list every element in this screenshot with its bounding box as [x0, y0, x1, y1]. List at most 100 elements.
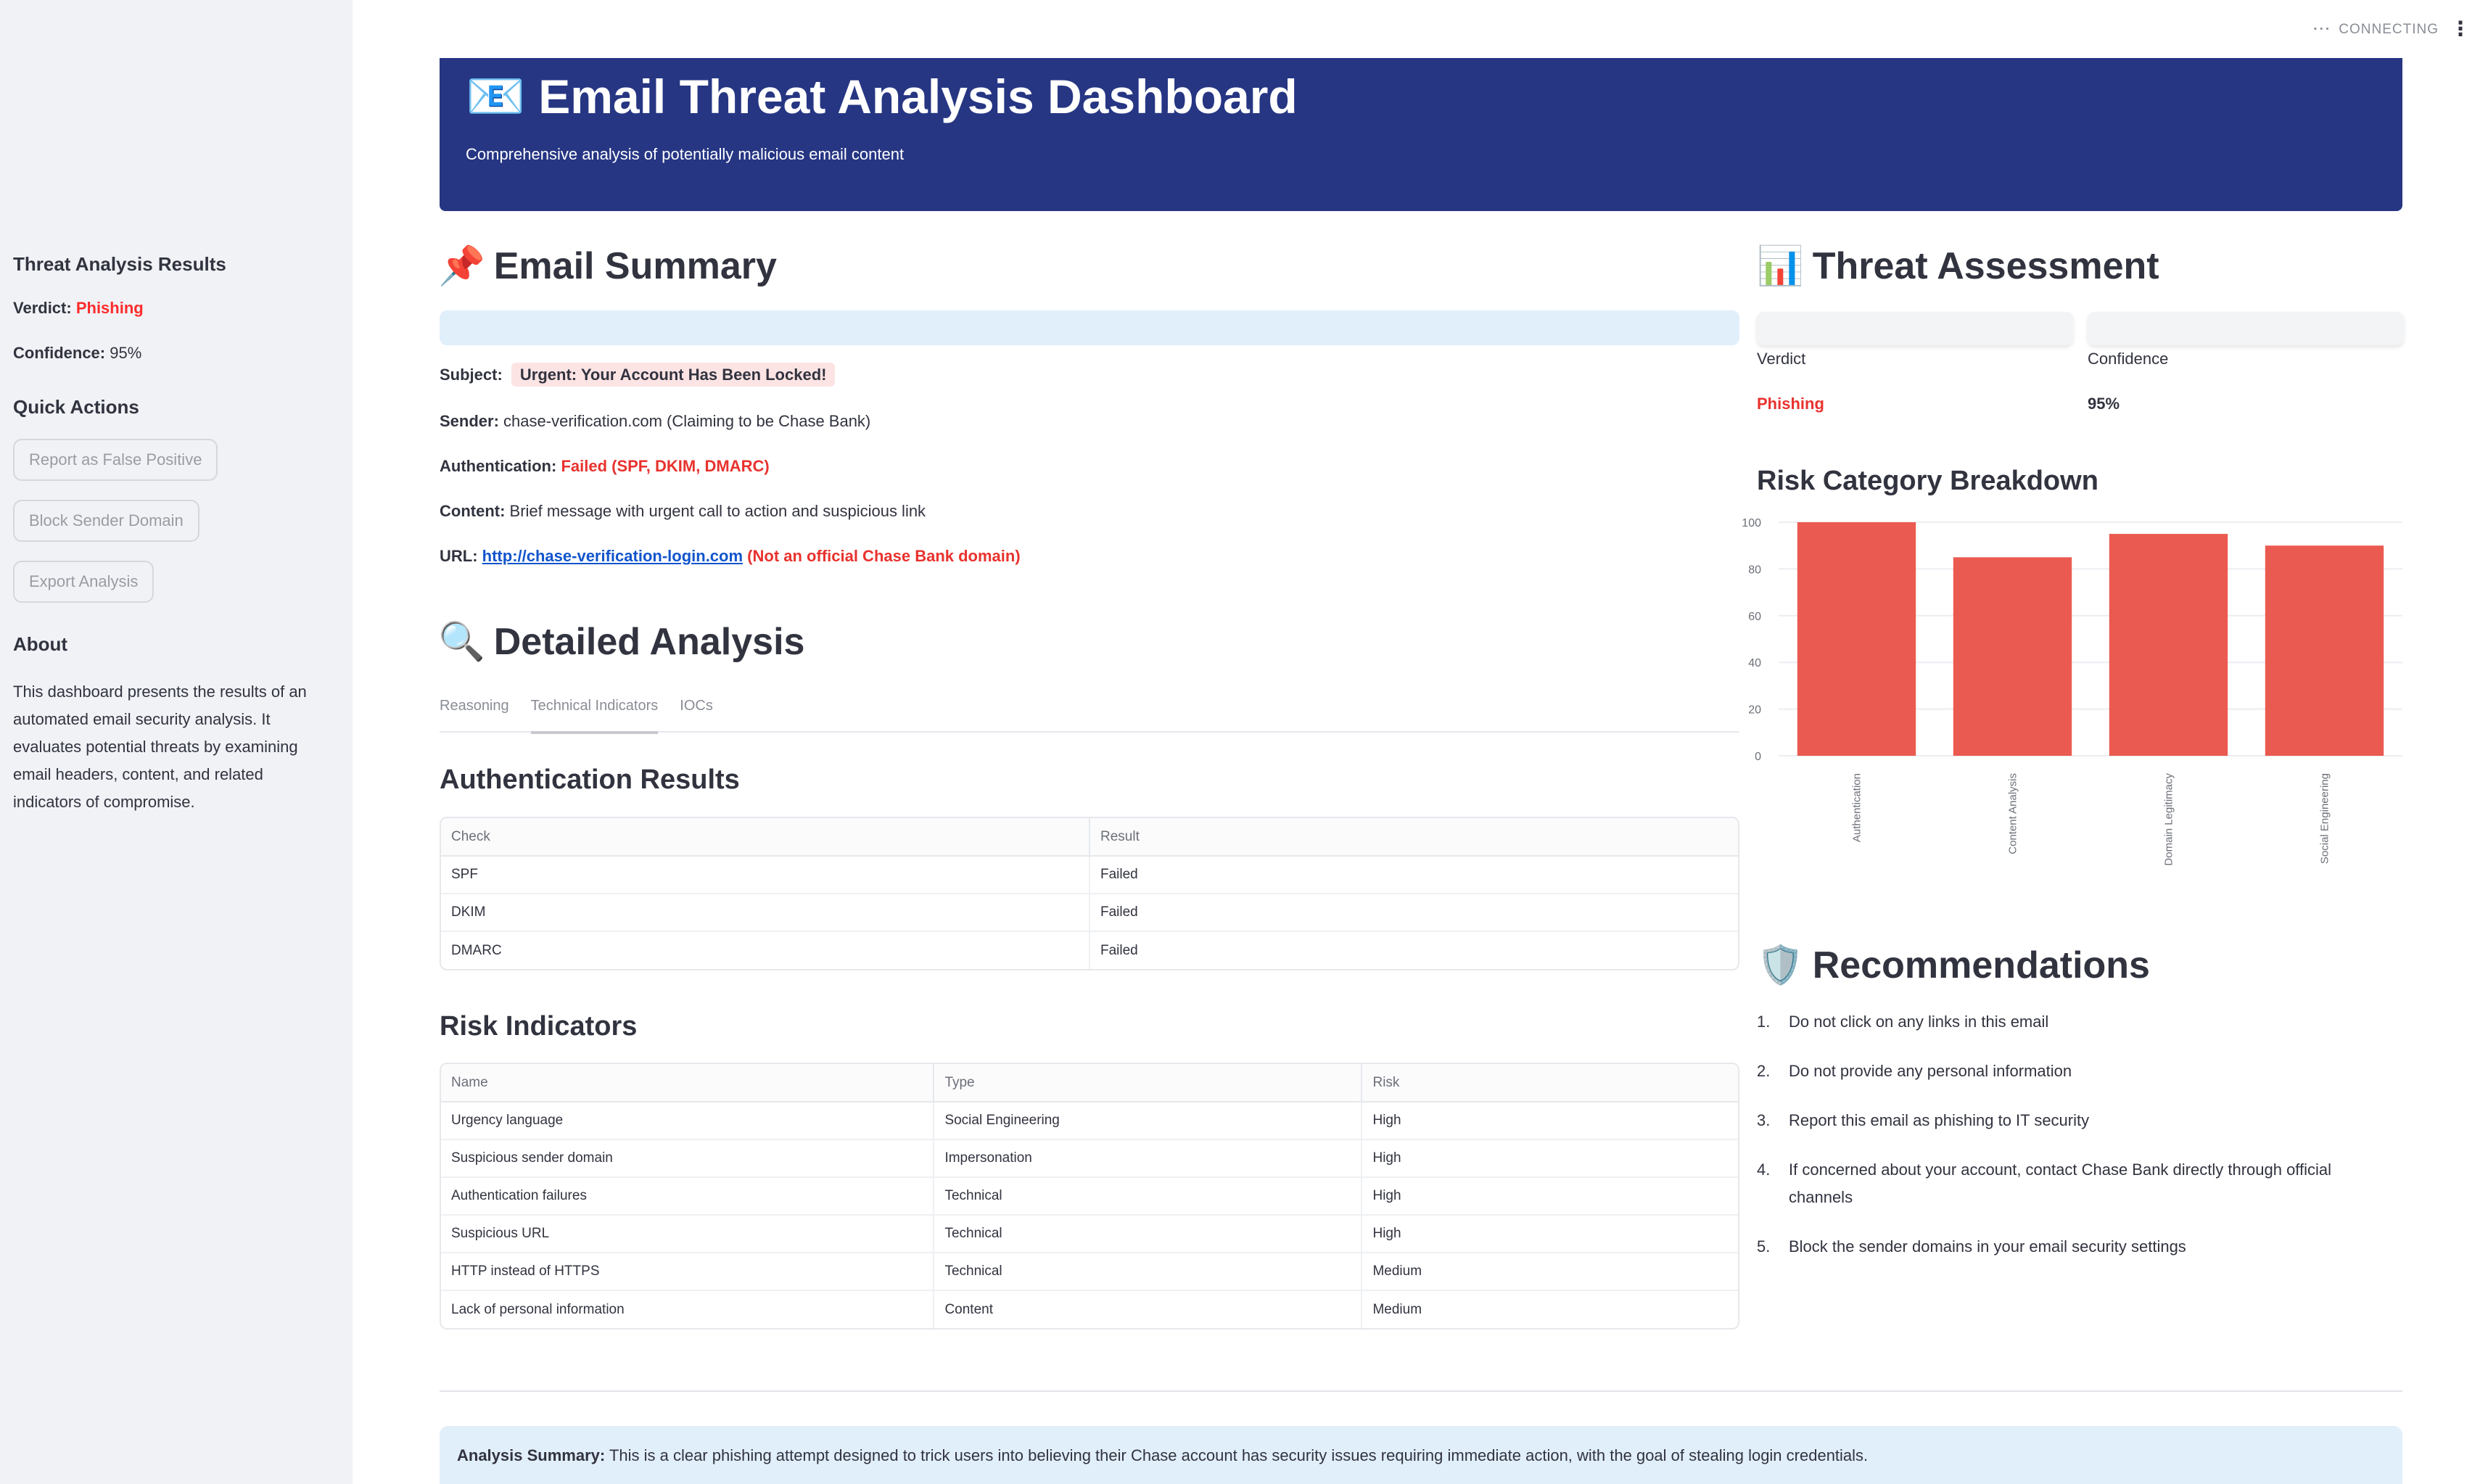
- risk-type-cell: Technical: [934, 1215, 1363, 1253]
- export-analysis-button[interactable]: Export Analysis: [13, 561, 155, 603]
- list-item: 5. Block the sender domains in your email…: [1757, 1233, 2395, 1261]
- chart-y-tick-label: 40: [1748, 657, 1761, 669]
- sidebar-verdict-label: Verdict:: [13, 299, 72, 317]
- subject-label: Subject:: [440, 366, 503, 384]
- threat-assessment-title: Threat Assessment: [1812, 244, 2159, 287]
- email-summary-title: Email Summary: [493, 244, 777, 287]
- recommendation-text: If concerned about your account, contact…: [1789, 1161, 2332, 1206]
- sidebar-actions-title: Quick Actions: [13, 396, 139, 418]
- connection-status: ··· CONNECTING: [2313, 22, 2439, 38]
- list-item: 1. Do not click on any links in this emai…: [1757, 1008, 2395, 1036]
- suspicious-url-link[interactable]: http://chase-verification-login.com: [482, 547, 743, 565]
- risk-level-cell: Medium: [1372, 1301, 1422, 1317]
- list-item: 2. Do not provide any personal informatio…: [1757, 1058, 2395, 1085]
- table-row: Suspicious URL Technical High: [441, 1215, 1738, 1253]
- auth-result-cell: Failed: [1089, 856, 1738, 894]
- recommendation-text: Do not provide any personal information: [1789, 1062, 2072, 1080]
- tab-reasoning[interactable]: Reasoning: [440, 698, 509, 714]
- detailed-analysis-heading: 🔍 Detailed Analysis: [438, 619, 804, 664]
- sidebar-verdict-value: Phishing: [75, 299, 144, 317]
- section-divider: [440, 1390, 2402, 1392]
- chart-y-tick-label: 0: [1755, 751, 1761, 763]
- table-row: DMARC Failed: [441, 931, 1738, 969]
- email-content: Content: Brief message with urgent call …: [440, 502, 926, 521]
- authentication-label: Authentication:: [440, 457, 557, 475]
- table-row: Suspicious sender domain Impersonation H…: [441, 1139, 1738, 1178]
- column-header-type[interactable]: Type: [934, 1064, 1363, 1102]
- email-url: URL: http://chase-verification-login.com…: [440, 547, 1021, 566]
- sidebar-confidence-label: Confidence:: [13, 344, 106, 362]
- recommendation-text: Report this email as phishing to IT secu…: [1789, 1111, 2090, 1129]
- risk-level-cell: High: [1362, 1102, 1738, 1140]
- header-banner: 📧 Email Threat Analysis Dashboard Compre…: [440, 58, 2402, 211]
- email-summary-heading: 📌 Email Summary: [438, 244, 777, 288]
- risk-type-cell: Content: [934, 1290, 1363, 1328]
- chart-x-tick-label: Content Analysis: [2007, 773, 2019, 854]
- url-label: URL:: [440, 547, 478, 565]
- email-authentication: Authentication: Failed (SPF, DKIM, DMARC…: [440, 457, 770, 476]
- risk-level-cell: High: [1362, 1215, 1738, 1253]
- column-header-result[interactable]: Result: [1089, 818, 1738, 857]
- analysis-summary-box: Analysis Summary: This is a clear phishi…: [440, 1426, 2402, 1484]
- risk-level-cell: High: [1362, 1139, 1738, 1178]
- chart-bar: [1797, 522, 1916, 756]
- table-row: Authentication failures Technical High: [441, 1177, 1738, 1216]
- content-value: Brief message with urgent call to action…: [509, 502, 926, 520]
- auth-check-cell: DKIM: [441, 894, 1090, 932]
- block-sender-domain-button[interactable]: Block Sender Domain: [13, 500, 199, 542]
- risk-type-cell: Technical: [934, 1177, 1363, 1216]
- authentication-results-title: Authentication Results: [440, 764, 740, 795]
- detailed-analysis-title: Detailed Analysis: [493, 620, 805, 663]
- chart-x-tick-label: Authentication: [1851, 773, 1863, 842]
- column-header-risk[interactable]: Risk: [1362, 1064, 1738, 1102]
- risk-name-cell: Lack of personal information: [441, 1290, 935, 1328]
- sidebar-about-text: This dashboard presents the results of a…: [13, 683, 307, 811]
- risk-level-cell: High: [1362, 1177, 1738, 1216]
- chart-y-tick-label: 80: [1748, 564, 1761, 576]
- sender-label: Sender:: [440, 412, 499, 430]
- recommendation-text: Block the sender domains in your email s…: [1789, 1237, 2186, 1256]
- chart-x-tick-label: Domain Legitimacy: [2163, 773, 2175, 866]
- chart-y-tick-label: 60: [1748, 611, 1761, 623]
- chart-y-tick-label: 100: [1742, 517, 1761, 529]
- risk-name-cell: Suspicious sender domain: [441, 1139, 935, 1178]
- content-label: Content:: [440, 502, 506, 520]
- authentication-results-table: Check Result SPF Failed DKIM Failed DMAR…: [440, 817, 1739, 970]
- recommendations-title: Recommendations: [1812, 944, 2150, 986]
- main-menu-icon[interactable]: ⋮: [2450, 17, 2471, 40]
- recommendation-text: Do not click on any links in this email: [1789, 1013, 2049, 1031]
- page-title-text: Email Threat Analysis Dashboard: [538, 70, 1298, 123]
- recommendations-heading: 🛡️ Recommendations: [1757, 943, 2150, 987]
- risk-level-cell: Medium: [1362, 1253, 1738, 1291]
- threat-assessment-heading: 📊 Threat Assessment: [1757, 244, 2159, 288]
- email-summary-info-bar: [440, 310, 1739, 345]
- envelope-icon: 📧: [466, 69, 526, 123]
- chart-x-tick-label: Social Engineering: [2319, 773, 2331, 864]
- risk-indicators-table: Name Type Risk Urgency language Social E…: [440, 1063, 1739, 1330]
- bar-chart-icon: 📊: [1757, 245, 1804, 287]
- magnifier-icon: 🔍: [438, 621, 485, 663]
- page-subtitle: Comprehensive analysis of potentially ma…: [466, 145, 905, 163]
- tab-technical-indicators[interactable]: Technical Indicators: [530, 695, 658, 734]
- analysis-summary-label: Analysis Summary:: [457, 1446, 606, 1464]
- risk-indicators-title: Risk Indicators: [440, 1011, 638, 1042]
- report-false-positive-button[interactable]: Report as False Positive: [13, 439, 218, 481]
- subject-value: Urgent: Your Account Has Been Locked!: [511, 363, 836, 387]
- sidebar-verdict: Verdict: Phishing: [13, 299, 144, 318]
- risk-name-cell: Authentication failures: [441, 1177, 935, 1216]
- email-sender: Sender: chase-verification.com (Claiming…: [440, 412, 870, 431]
- sidebar: Threat Analysis Results Verdict: Phishin…: [0, 0, 353, 1484]
- column-header-name[interactable]: Name: [441, 1064, 935, 1102]
- risk-name-cell: Urgency language: [441, 1102, 935, 1140]
- loading-dots-icon: ···: [2313, 22, 2332, 37]
- chart-bar: [1953, 557, 2072, 756]
- auth-check-cell: DMARC: [441, 931, 1090, 969]
- verdict-metric-value: Phishing: [1757, 395, 1824, 413]
- sidebar-results-title: Threat Analysis Results: [13, 253, 226, 275]
- table-row: Lack of personal information Content Med…: [441, 1290, 1738, 1328]
- tab-iocs[interactable]: IOCs: [680, 698, 713, 714]
- auth-check-cell: SPF: [441, 856, 1090, 894]
- column-header-check[interactable]: Check: [441, 818, 1090, 857]
- email-subject: Subject: Urgent: Your Account Has Been L…: [440, 363, 836, 387]
- risk-name-cell: Suspicious URL: [441, 1215, 935, 1253]
